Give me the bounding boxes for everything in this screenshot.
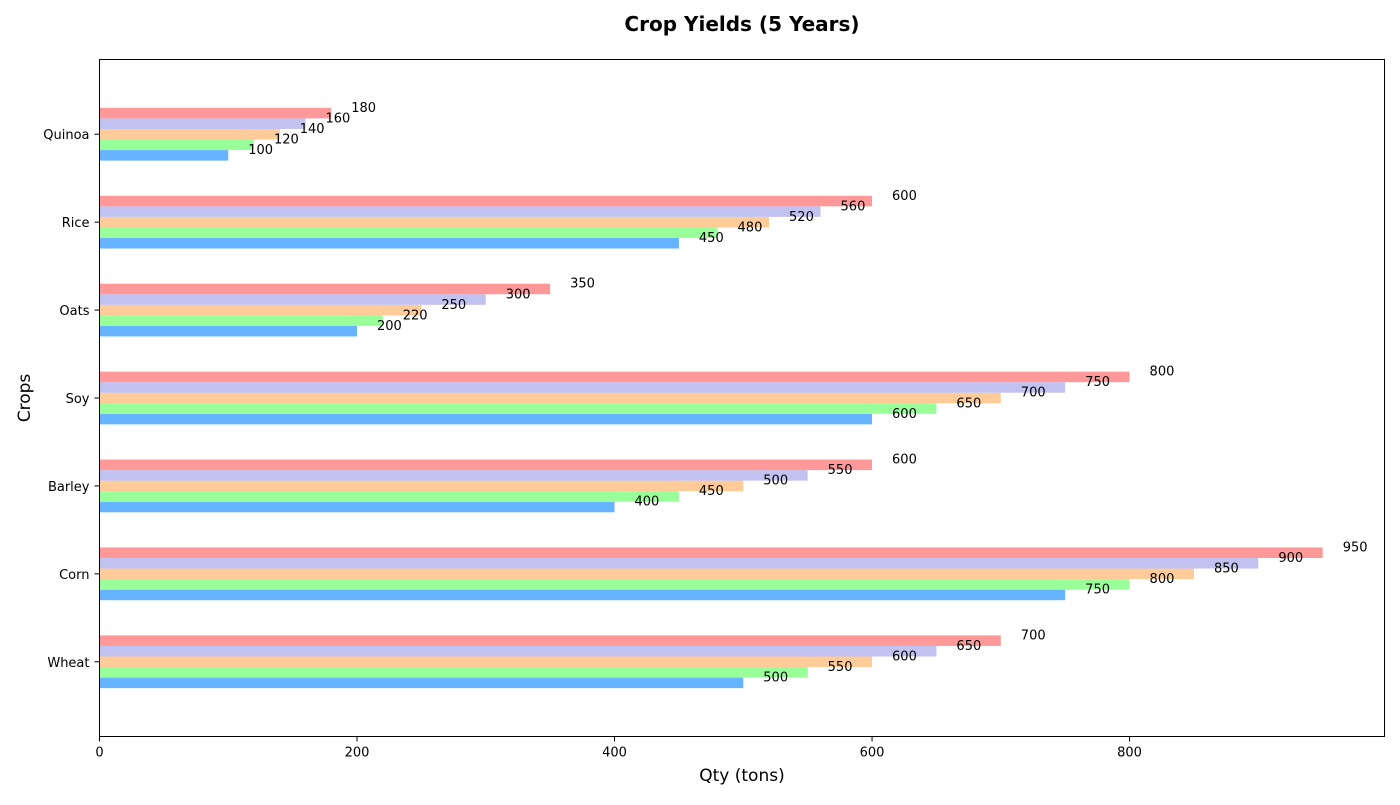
data-label: 650 [956,639,981,654]
x-tick-label: 400 [602,746,627,761]
x-axis: 0 200 400 600 800 [95,736,1142,761]
y-tick-label: Rice [62,216,90,231]
bar [99,589,1066,601]
y-axis-label: Crops [15,374,35,423]
y-tick-label: Wheat [47,656,89,671]
bar [99,392,1001,404]
data-label: 450 [699,231,724,246]
bar [99,128,280,140]
bars-layer [99,107,1323,689]
x-axis-label: Qty (tons) [699,766,784,786]
data-label: 120 [274,133,299,148]
data-label: 750 [1085,583,1110,598]
data-label: 300 [506,287,531,302]
bar [99,139,255,151]
data-label: 180 [351,101,376,116]
y-tick-label: Barley [48,480,90,495]
data-label: 900 [1278,551,1303,566]
data-labels-layer: 500 750 400 600 200 450 100 550 800 450 650 220 480 1… [248,101,1367,686]
bar [99,470,808,481]
y-tick-label: Quinoa [43,128,89,143]
data-label: 600 [892,407,917,422]
bar [99,371,1130,383]
bar [99,325,358,337]
data-label: 550 [828,660,853,675]
bar [99,645,937,657]
data-label: 500 [763,474,788,489]
data-label: 800 [1150,365,1175,380]
data-label: 600 [892,453,917,468]
bar [99,294,486,305]
data-label: 600 [892,649,917,664]
bar [99,656,873,668]
data-label: 220 [403,308,428,323]
bar [99,403,937,414]
bar [99,635,1001,646]
bar [99,227,718,238]
chart-title: Crop Yields (5 Years) [624,12,859,36]
data-label: 600 [892,189,917,204]
bar [99,118,306,129]
y-tick-label: Oats [59,304,89,319]
bar [99,150,229,161]
data-label: 550 [828,463,853,478]
data-label: 250 [441,298,466,313]
data-label: 500 [763,671,788,686]
bar [99,283,551,295]
bar [99,491,679,502]
bar [99,501,615,513]
data-label: 100 [248,143,273,158]
bar [99,667,808,678]
bar [99,480,744,492]
data-label: 650 [956,396,981,411]
y-tick-label: Soy [66,392,90,407]
data-label: 160 [326,111,351,126]
bar [99,677,744,689]
data-label: 450 [699,484,724,499]
data-label: 560 [841,199,866,214]
bar [99,579,1130,590]
data-label: 350 [570,277,595,292]
x-tick-label: 0 [95,746,103,761]
x-tick-label: 800 [1117,746,1142,761]
bar [99,206,821,217]
bar [99,413,873,425]
bar [99,237,679,249]
bar [99,195,873,207]
y-tick-label: Corn [59,568,89,583]
data-label: 700 [1021,628,1046,643]
data-label: 200 [377,319,402,334]
data-label: 400 [635,495,660,510]
bar [99,107,332,119]
y-axis: Wheat Corn Barley Soy Oats Rice Quinoa [43,128,100,671]
bar [99,547,1323,559]
data-label: 950 [1343,540,1368,555]
bar [99,568,1194,580]
bar [99,382,1066,393]
bar [99,558,1259,569]
bar [99,459,873,471]
bar [99,216,770,228]
data-label: 850 [1214,562,1239,577]
data-label: 800 [1150,572,1175,587]
bar [99,304,422,316]
x-tick-label: 600 [860,746,885,761]
data-label: 520 [789,210,814,225]
data-label: 480 [738,220,763,235]
bar [99,315,383,326]
data-label: 140 [300,122,325,137]
data-label: 700 [1021,386,1046,401]
data-label: 750 [1085,375,1110,390]
x-tick-label: 200 [345,746,370,761]
